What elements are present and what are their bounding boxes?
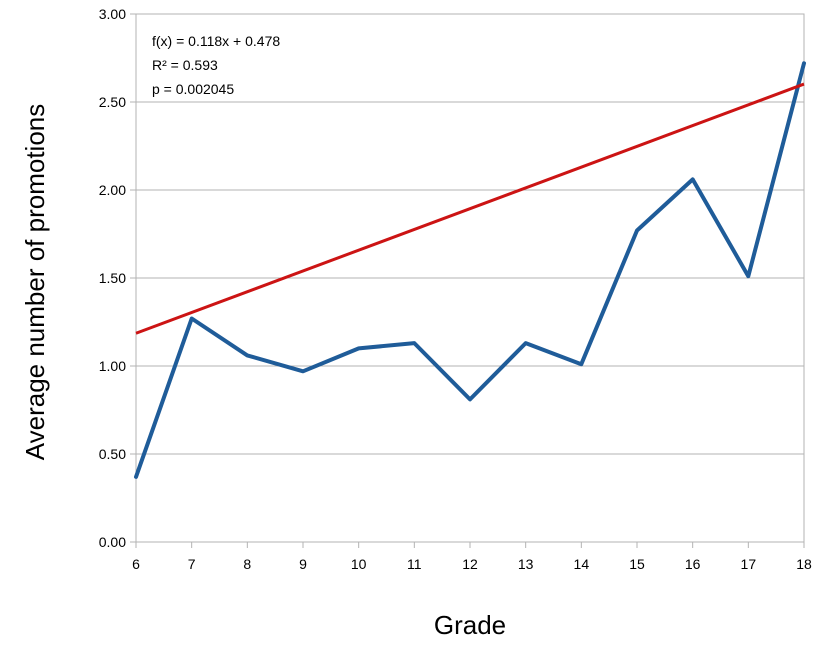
y-axis-tick-labels: 0.00 0.50 1.00 1.50 2.00 2.50 3.00: [99, 6, 126, 550]
data-series: [134, 61, 806, 479]
x-tick-label: 16: [685, 556, 701, 572]
y-tick-label: 0.50: [99, 446, 126, 462]
trendline-group: [135, 82, 805, 335]
y-tick-label: 2.50: [99, 94, 126, 110]
x-tick-label: 11: [407, 556, 422, 572]
series-line-0: [134, 61, 806, 479]
x-tick-label: 10: [351, 556, 367, 572]
y-tick-label: 0.00: [99, 534, 126, 550]
annotation-equation: f(x) = 0.118x + 0.478: [152, 33, 280, 49]
y-tick-label: 2.00: [99, 182, 126, 198]
x-tick-label: 6: [132, 556, 140, 572]
x-tick-label: 8: [243, 556, 251, 572]
x-tick-label: 18: [796, 556, 812, 572]
y-axis-title: Average number of promotions: [20, 104, 50, 461]
annotation-p-value: p = 0.002045: [152, 81, 234, 97]
y-tick-label: 3.00: [99, 6, 126, 22]
plot-area-border: [135, 13, 805, 543]
annotation-r-squared: R² = 0.593: [152, 57, 218, 73]
x-axis-title: Grade: [434, 610, 506, 640]
x-tick-label: 17: [741, 556, 757, 572]
trendline: [135, 82, 805, 335]
y-tick-label: 1.00: [99, 358, 126, 374]
x-tick-label: 12: [462, 556, 478, 572]
x-tick-label: 14: [574, 556, 590, 572]
x-tick-label: 9: [299, 556, 307, 572]
y-tick-label: 1.50: [99, 270, 126, 286]
x-tick-label: 7: [188, 556, 196, 572]
x-tick-label: 13: [518, 556, 534, 572]
x-tick-label: 15: [629, 556, 645, 572]
x-axis-tick-labels: 6 7 8 9 10 11 12 13 14 15 16 17 18: [132, 556, 812, 572]
regression-annotations: f(x) = 0.118x + 0.478 R² = 0.593 p = 0.0…: [152, 33, 280, 97]
